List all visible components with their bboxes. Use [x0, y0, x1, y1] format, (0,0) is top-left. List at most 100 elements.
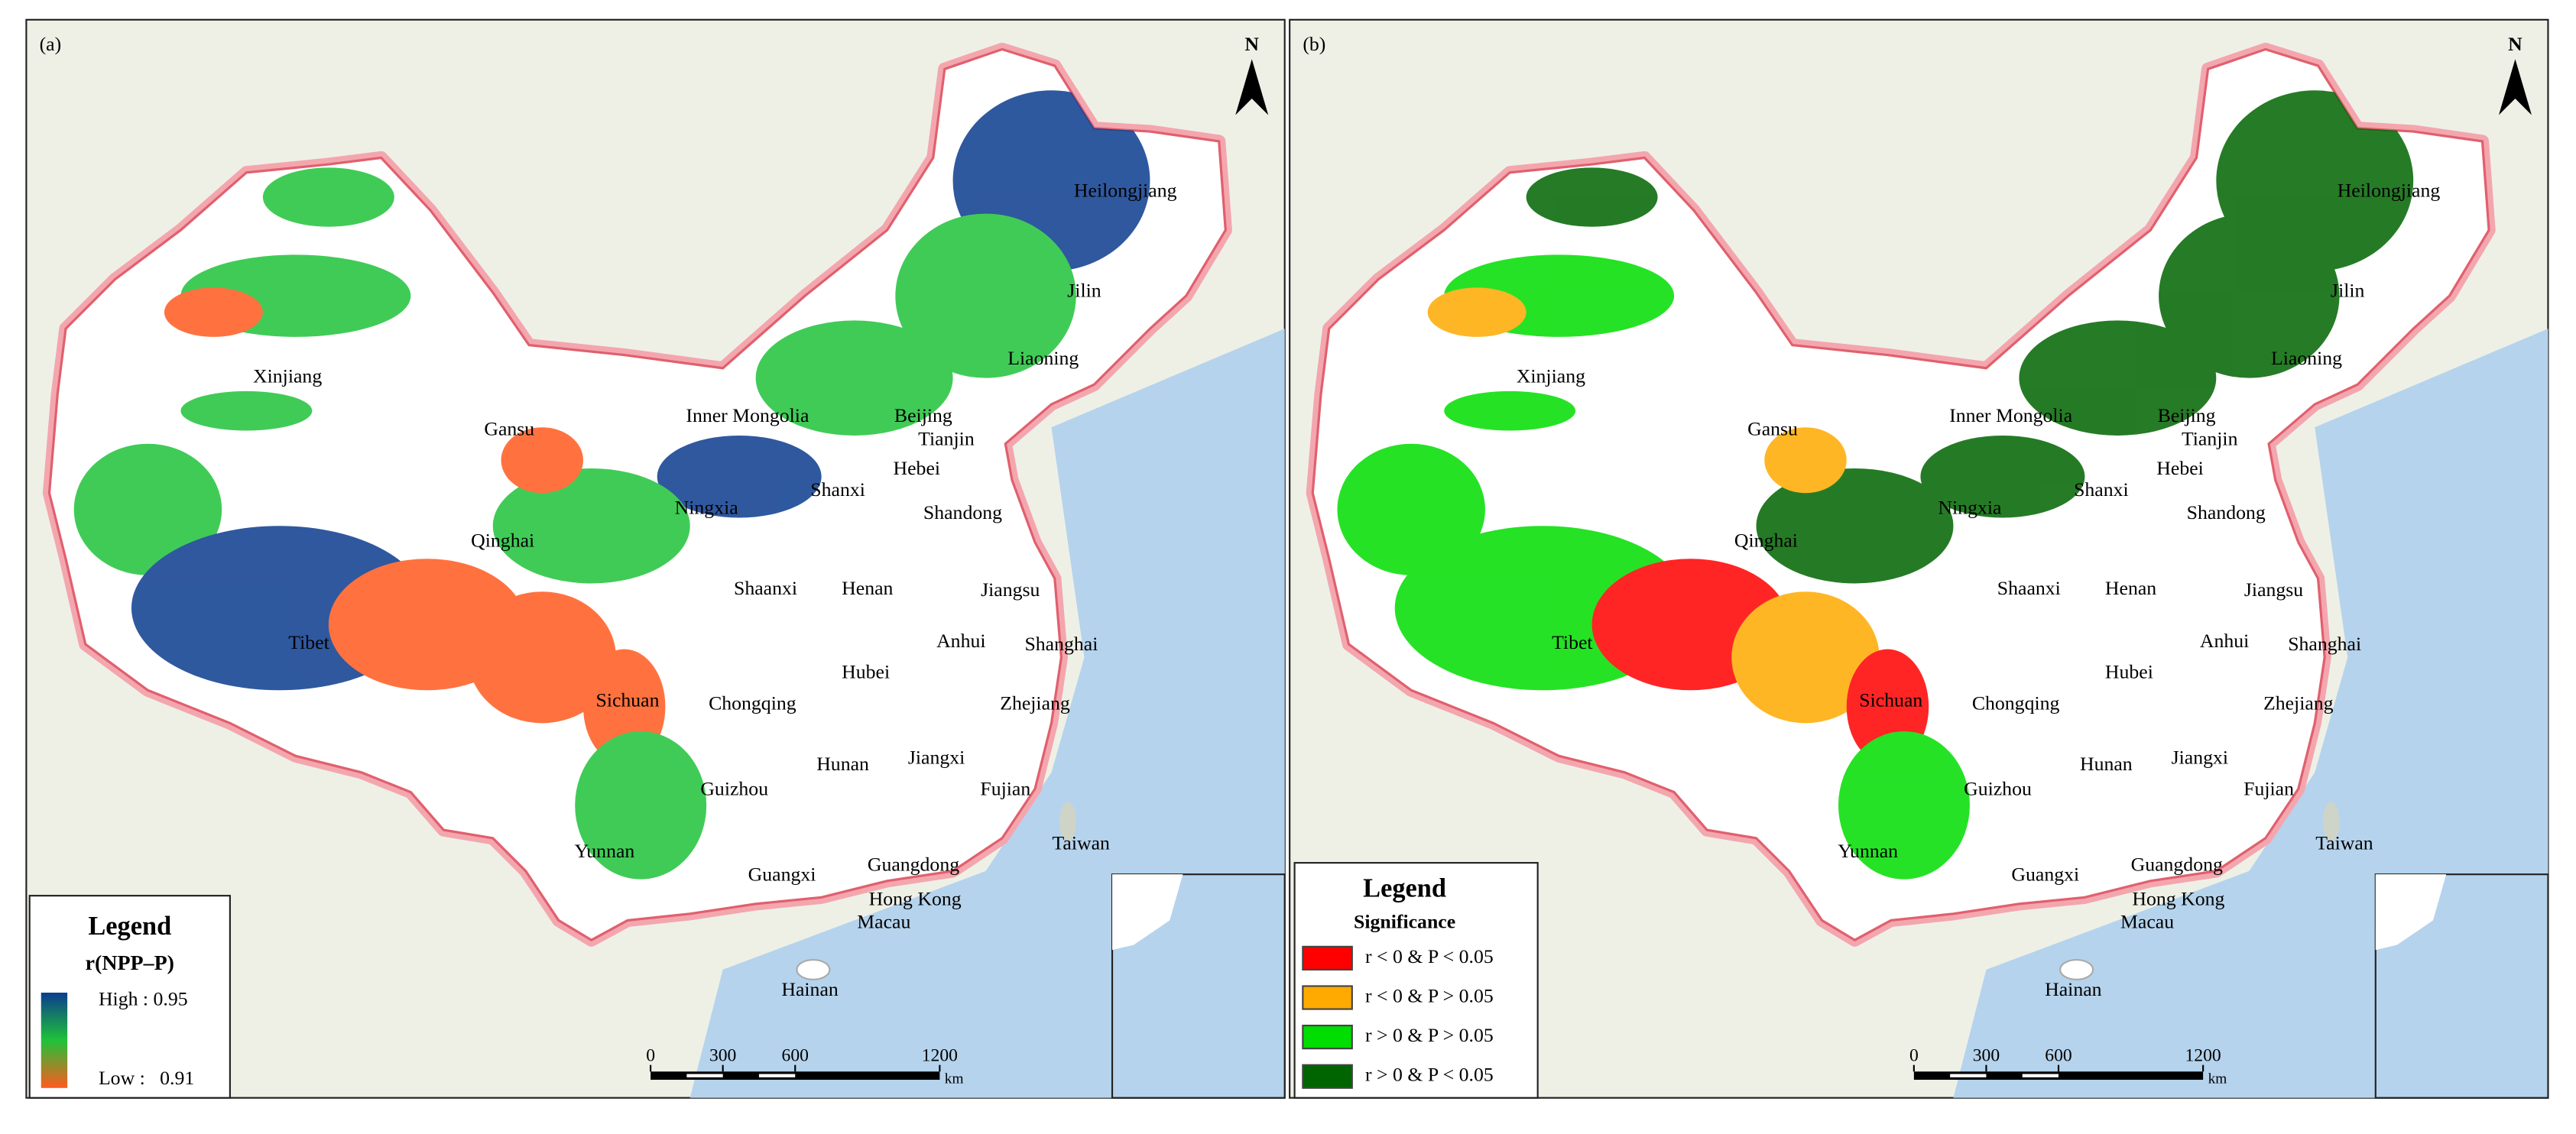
province-label: Zhejiang	[2263, 692, 2334, 714]
province-label: Tibet	[288, 631, 329, 653]
map-panel: Heilongjiang Jilin Liaoning Xinjiang Gansu In…	[1289, 18, 2549, 1099]
vegetation-patch	[895, 213, 1076, 378]
province-label: Guangdong	[868, 853, 959, 875]
vegetation-patch	[657, 435, 822, 518]
province-label: Xinjiang	[1517, 365, 1585, 387]
province-label: Guangxi	[2011, 863, 2079, 885]
province-label: Ningxia	[1938, 497, 2002, 519]
scale-tick-label: 0	[646, 1045, 655, 1065]
province-label: Shandong	[2187, 501, 2266, 523]
province-label: Jiangsu	[981, 578, 1040, 601]
province-label: Shaanxi	[734, 577, 797, 599]
province-label: Anhui	[936, 630, 985, 652]
province-label: Hubei	[2105, 661, 2153, 683]
scale-bar-segment	[1950, 1074, 1987, 1077]
province-label: Chongqing	[709, 692, 796, 714]
scale-unit: km	[945, 1071, 964, 1087]
vegetation	[73, 90, 1150, 880]
province-label: Heilongjiang	[2338, 180, 2441, 202]
vegetation	[1337, 90, 2414, 880]
province-label: Macau	[2120, 911, 2174, 933]
scale-bar-segment	[758, 1074, 796, 1077]
province-label: Sichuan	[595, 688, 659, 711]
province-label: Tibet	[1552, 631, 1593, 653]
vegetation-patch	[1427, 287, 1526, 337]
province-label: Hunan	[816, 753, 869, 775]
province-label: Henan	[842, 577, 893, 599]
province-label: Hebei	[2156, 457, 2204, 479]
north-label: N	[2508, 33, 2522, 55]
vegetation-patch	[1731, 591, 1880, 724]
legend-high: High : 0.95	[99, 988, 188, 1010]
province-label: Qinghai	[471, 530, 534, 552]
province-label: Liaoning	[1007, 347, 1079, 369]
vegetation-patch	[1764, 427, 1847, 494]
province-label: Macau	[857, 911, 910, 933]
province-label: Hong Kong	[2132, 888, 2224, 910]
province-label: Hebei	[894, 457, 941, 479]
vegetation-patch	[468, 591, 616, 724]
legend-ramp	[41, 993, 68, 1088]
province-label: Beijing	[894, 404, 952, 426]
vegetation-patch	[180, 390, 313, 431]
province-label: Inner Mongolia	[686, 404, 809, 426]
vegetation-patch	[755, 320, 953, 436]
hainan	[2059, 958, 2094, 980]
vegetation-patch	[73, 443, 222, 575]
legend-variable: Significance	[1354, 911, 1455, 933]
legend-variable: r(NPP–P)	[86, 951, 174, 975]
province-label: Xinjiang	[253, 365, 322, 387]
legend-item-label: r < 0 & P < 0.05	[1365, 945, 1494, 967]
vegetation-patch	[2019, 320, 2217, 436]
province-label: Anhui	[2200, 630, 2249, 652]
province-label: Tianjin	[918, 427, 975, 449]
province-label: Zhejiang	[1000, 692, 1070, 714]
province-label: Taiwan	[1052, 831, 1110, 854]
scale-tick-label: 600	[782, 1045, 809, 1065]
province-label: Jiangxi	[2172, 747, 2228, 769]
taiwan	[2323, 802, 2340, 842]
scale-tick-label: 0	[1909, 1045, 1919, 1065]
scale-tick-label: 600	[2045, 1045, 2072, 1065]
province-label: Guangdong	[2131, 853, 2223, 875]
scale-tick-label: 300	[1973, 1045, 2000, 1065]
vegetation-patch	[575, 731, 707, 880]
province-label: Shanghai	[1024, 633, 1098, 655]
province-label: Shanghai	[2288, 633, 2361, 655]
province-label: Hubei	[842, 661, 890, 683]
province-label: Yunnan	[1838, 840, 1898, 862]
inset-land	[1112, 874, 1183, 951]
vegetation-patch	[492, 468, 690, 584]
vegetation-patch	[164, 287, 263, 337]
province-label: Fujian	[2243, 777, 2294, 799]
province-label: Taiwan	[2315, 831, 2373, 854]
vegetation-patch	[1337, 443, 1485, 575]
province-label: Jiangsu	[2244, 578, 2303, 601]
province-label: Jilin	[1067, 280, 1101, 302]
panel-label: (a)	[40, 33, 62, 55]
legend-item-label: r < 0 & P > 0.05	[1365, 984, 1494, 1006]
hainan	[796, 958, 831, 980]
province-label: Chongqing	[1972, 692, 2060, 714]
scale-tick-label: 1200	[922, 1045, 958, 1065]
vegetation-patch	[1444, 390, 1576, 431]
province-label: Beijing	[2158, 404, 2216, 426]
province-label: Shanxi	[810, 478, 865, 501]
legend-box	[1293, 862, 1539, 1099]
vegetation-patch	[501, 427, 583, 494]
vegetation-patch	[1920, 435, 2085, 518]
province-label: Tianjin	[2182, 427, 2238, 449]
province-label: Shandong	[923, 501, 1002, 523]
legend-title: Legend	[88, 912, 171, 941]
legend-item-label: r > 0 & P < 0.05	[1365, 1064, 1494, 1086]
scale-tick-label: 1200	[2185, 1045, 2221, 1065]
inset-land	[2375, 874, 2447, 951]
scale-unit: km	[2208, 1071, 2227, 1087]
legend-swatch	[1302, 945, 1353, 971]
vegetation-patch	[2159, 213, 2340, 378]
province-label: Hong Kong	[869, 888, 962, 910]
province-label: Gansu	[484, 417, 534, 439]
scale-tick-label: 300	[709, 1045, 736, 1065]
province-label: Shanxi	[2074, 478, 2129, 501]
